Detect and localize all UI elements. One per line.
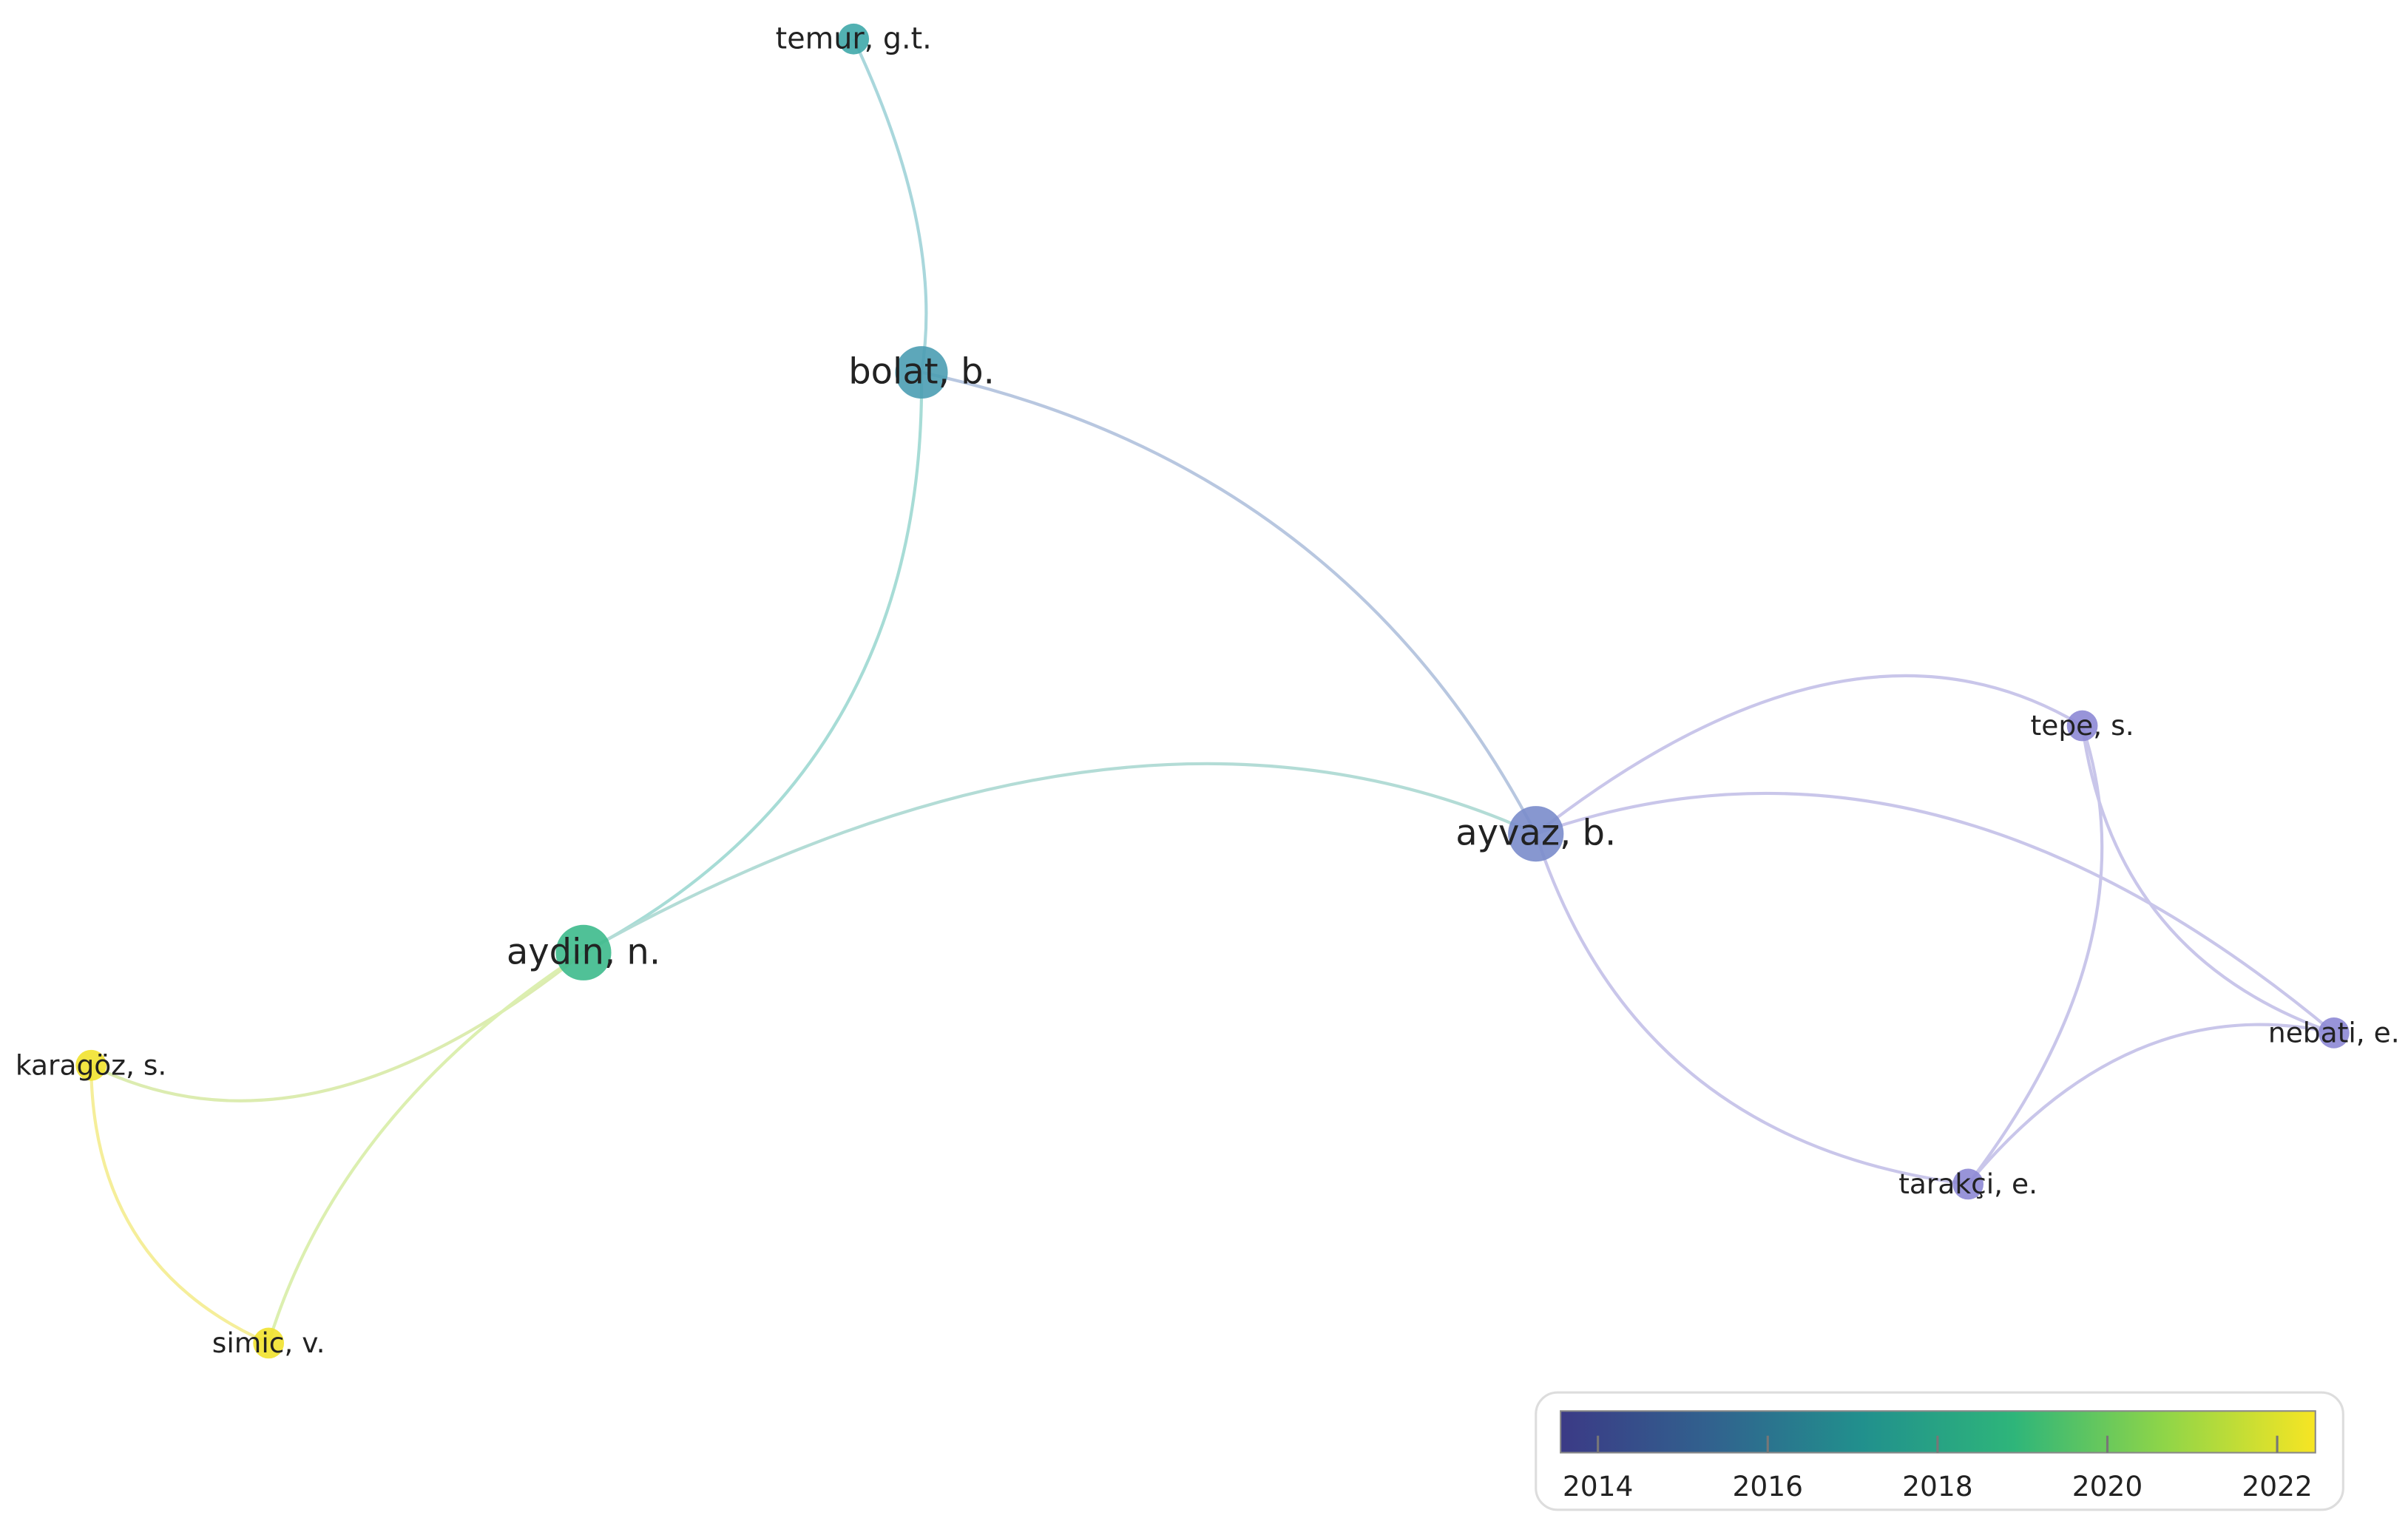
node — [2318, 1017, 2350, 1049]
edge — [267, 951, 585, 1344]
tick-label: 2022 — [2242, 1470, 2313, 1503]
node — [75, 1049, 107, 1081]
edge — [582, 762, 1537, 955]
node-label: tepe, s. — [2031, 709, 2134, 742]
edge — [2080, 725, 2335, 1034]
node — [895, 346, 948, 399]
node — [555, 924, 612, 980]
tick-label: 2014 — [1563, 1470, 1634, 1503]
node — [2066, 710, 2098, 742]
node-label: temur, g.t. — [776, 21, 932, 55]
node-label: bolat, b. — [848, 351, 995, 393]
edge — [1966, 725, 2104, 1185]
edge — [582, 372, 924, 955]
node — [1508, 806, 1564, 862]
edge — [921, 370, 1538, 835]
tick-label: 2020 — [2072, 1470, 2143, 1503]
edge — [1534, 833, 1969, 1186]
edge — [852, 38, 928, 373]
node-label: simic, v. — [212, 1327, 325, 1359]
node — [1952, 1168, 1984, 1200]
edge — [89, 1065, 270, 1345]
tick-label: 2016 — [1732, 1470, 1803, 1503]
node-label: tarakçi, e. — [1898, 1168, 2037, 1200]
edge — [1535, 791, 2336, 1034]
node-label: ayvaz, b. — [1455, 813, 1616, 854]
tick-label: 2018 — [1902, 1470, 1973, 1503]
node-label: nebati, e. — [2268, 1016, 2400, 1049]
edge — [1535, 674, 2083, 836]
node — [838, 23, 870, 55]
node-label: karagöz, s. — [16, 1049, 166, 1081]
node-label: aydin, n. — [507, 931, 660, 972]
node — [253, 1327, 285, 1359]
edge — [1966, 1023, 2335, 1185]
